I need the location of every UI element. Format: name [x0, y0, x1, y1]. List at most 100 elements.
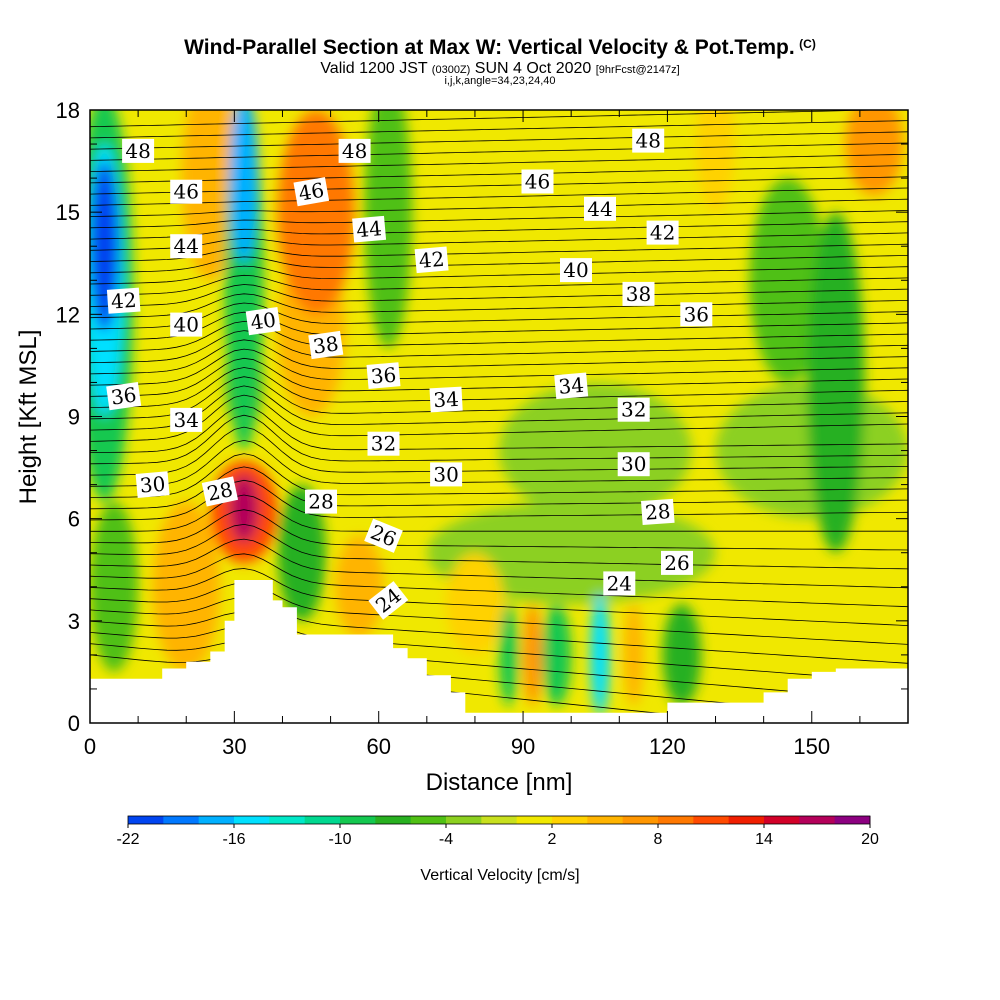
contour-label-box	[122, 138, 155, 163]
velocity-cell	[446, 552, 504, 655]
valid-date: SUN 4 Oct 2020	[474, 60, 592, 77]
contour-label: 34	[170, 407, 203, 432]
contour-label-text: 48	[635, 129, 660, 153]
contour-label: 38	[308, 330, 344, 360]
contour-label-text: 42	[110, 288, 137, 314]
forecast-info: [9hrFcst@2147z]	[595, 64, 680, 76]
contour-label-text: 44	[355, 216, 382, 242]
contour-label-text: 28	[308, 490, 333, 514]
contour-label-box	[429, 386, 463, 413]
colorbar-swatch	[552, 816, 588, 824]
contour-label-box	[430, 462, 463, 487]
contour-label: 34	[429, 386, 463, 413]
contour-label-box	[338, 138, 371, 163]
colorbar-tick-label: -16	[222, 831, 245, 848]
contour-label-text: 30	[433, 462, 458, 486]
contour-label-text: 42	[418, 247, 445, 273]
contour-label: 28	[305, 489, 337, 514]
contour-labels: 48 46 44 42 40 36 34 30 28 40 46 48 44 38 42 36 34 32 30 28…	[106, 128, 713, 620]
colorbar-swatch	[693, 816, 730, 824]
isentrope-line	[90, 142, 908, 161]
isentrope-line	[90, 293, 908, 319]
colorbar-tick-label: 2	[548, 831, 557, 848]
isentrope-line	[90, 597, 908, 664]
contour-label: 36	[106, 381, 142, 411]
contour-label-text: 40	[173, 313, 198, 337]
contour-label-text: 34	[173, 408, 198, 432]
contour-label-text: 46	[173, 180, 198, 204]
colorbar-tick-labels: -22 -16 -10 -4 2 8 14 20	[116, 824, 879, 848]
isentrope-line	[90, 612, 908, 683]
colorbar-swatch	[163, 816, 200, 824]
isentrope-line	[90, 176, 908, 195]
contour-label-box	[646, 220, 679, 245]
isentrope-line	[90, 367, 908, 408]
contour-label: 36	[680, 302, 713, 327]
isentrope-line	[90, 453, 908, 498]
isentrope-line	[90, 376, 908, 420]
colorbar-swatch	[834, 816, 871, 824]
contour-label-box	[366, 362, 401, 389]
x-tick-label: 0	[84, 734, 96, 759]
contour-label-box	[367, 431, 400, 456]
contour-label-text: 40	[249, 307, 278, 334]
contour-label-box	[617, 397, 650, 422]
isentrope-line	[90, 274, 908, 296]
isentrope-line	[90, 265, 908, 285]
isentrope-line	[90, 110, 894, 128]
contour-label-text: 44	[173, 234, 198, 258]
contour-label-box	[170, 312, 203, 337]
contour-label: 30	[135, 471, 170, 498]
velocity-cell	[523, 603, 543, 706]
contour-label-box	[603, 571, 636, 596]
velocity-cell	[277, 110, 355, 315]
contour-label: 48	[122, 138, 155, 163]
isentrope-line	[90, 553, 908, 608]
isentrope-line	[90, 414, 908, 465]
contour-label-box	[308, 330, 344, 360]
contour-label-box	[554, 372, 589, 400]
colorbar-tick-label: 14	[755, 831, 773, 848]
colorbar-swatch	[198, 816, 235, 824]
contour-label-box	[560, 258, 592, 283]
contour-label-box	[305, 489, 337, 514]
contour-label-box	[414, 246, 449, 274]
colorbar-swatch	[516, 816, 553, 824]
contour-label: 46	[521, 169, 554, 194]
terrain-mask	[90, 580, 908, 723]
contour-label: 28	[641, 498, 675, 525]
isentrope-line	[90, 426, 908, 476]
colorbar-swatch	[128, 816, 164, 824]
x-tick-label: 30	[222, 734, 246, 759]
y-tick-label: 15	[56, 200, 80, 225]
contour-label-text: 36	[370, 363, 397, 389]
contour-label-text: 28	[644, 499, 671, 525]
contour-label-box	[364, 518, 403, 553]
isentrope-line	[90, 302, 908, 330]
contour-label-box	[584, 196, 616, 221]
colorbar-tick-label: -4	[439, 831, 453, 848]
isentrope-line	[90, 538, 908, 589]
colorbar-tick-label: -22	[116, 831, 139, 848]
velocity-cell	[335, 535, 384, 638]
colorbar-swatch	[234, 816, 270, 824]
colorbar-label: Vertical Velocity [cm/s]	[420, 867, 579, 884]
isentrope-line	[90, 439, 908, 487]
colorbar-swatch	[481, 816, 518, 824]
title-line: Wind-Parallel Section at Max W: Vertical…	[0, 36, 1000, 60]
velocity-cell	[499, 382, 692, 519]
contour-label-box	[245, 306, 281, 336]
velocity-cell	[624, 603, 644, 706]
colorbar-swatch	[799, 816, 836, 824]
contour-label: 46	[293, 177, 330, 207]
contour-label-box	[632, 128, 665, 153]
isentrope-line	[90, 311, 908, 341]
contour-label-box	[622, 281, 655, 306]
contour-label-text: 30	[621, 452, 646, 476]
colorbar-swatch	[764, 816, 800, 824]
contour-label-text: 32	[371, 432, 396, 456]
y-tick-label: 3	[68, 609, 80, 634]
contour-label: 42	[106, 287, 141, 314]
isentrope-line	[90, 509, 908, 551]
